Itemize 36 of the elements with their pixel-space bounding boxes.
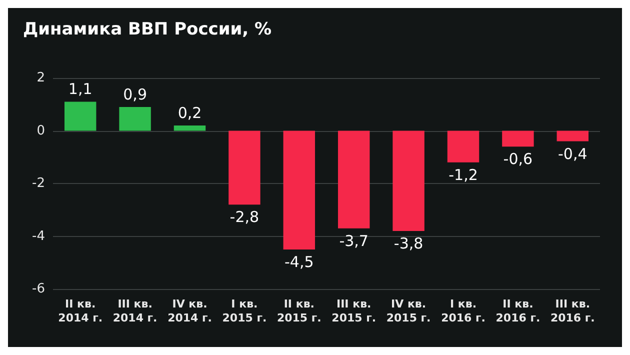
data-label: -0,6 — [503, 150, 533, 168]
bar — [392, 130, 424, 231]
data-label: -1,2 — [448, 166, 478, 184]
bar — [228, 130, 260, 205]
bar — [174, 125, 206, 131]
x-tick-label: III кв. 2015 г. — [332, 298, 376, 324]
y-tick-label: 2 — [36, 70, 45, 86]
bar — [283, 130, 316, 250]
x-tick-label: II кв. 2014 г. — [58, 298, 103, 324]
bar — [556, 130, 589, 142]
data-label: -3,7 — [339, 232, 368, 250]
x-tick-label: IV кв. 2014 г. — [168, 298, 212, 324]
chart-title: Динамика ВВП России, % — [23, 20, 272, 40]
y-tick-label: -2 — [32, 176, 45, 191]
bar — [119, 107, 151, 131]
x-tick-label: I кв. 2015 г. — [222, 298, 267, 324]
y-tick-label: -4 — [32, 228, 45, 244]
bar — [447, 130, 480, 162]
x-tick-label: III кв. 2016 г. — [550, 298, 595, 324]
data-label: 0,2 — [178, 104, 202, 122]
data-label: 1,1 — [68, 80, 92, 98]
data-label: -4,5 — [284, 252, 314, 271]
x-tick-label: II кв. 2016 г. — [496, 298, 540, 324]
x-tick-label: II кв. 2015 г. — [276, 298, 322, 324]
bar — [64, 102, 96, 131]
bar — [338, 130, 370, 228]
data-label: -0,4 — [558, 144, 588, 163]
y-tick-label: -6 — [32, 282, 45, 296]
data-label: -2,8 — [230, 208, 260, 226]
bar — [502, 130, 534, 147]
data-label: -3,8 — [394, 234, 424, 252]
x-tick-label: IV кв. 2015 г. — [386, 298, 431, 324]
y-tick-label: 0 — [36, 123, 45, 138]
x-tick-label: III кв. 2014 г. — [112, 298, 158, 324]
data-label: 0,9 — [123, 86, 147, 104]
x-tick-label: I кв. 2016 г. — [441, 298, 486, 324]
